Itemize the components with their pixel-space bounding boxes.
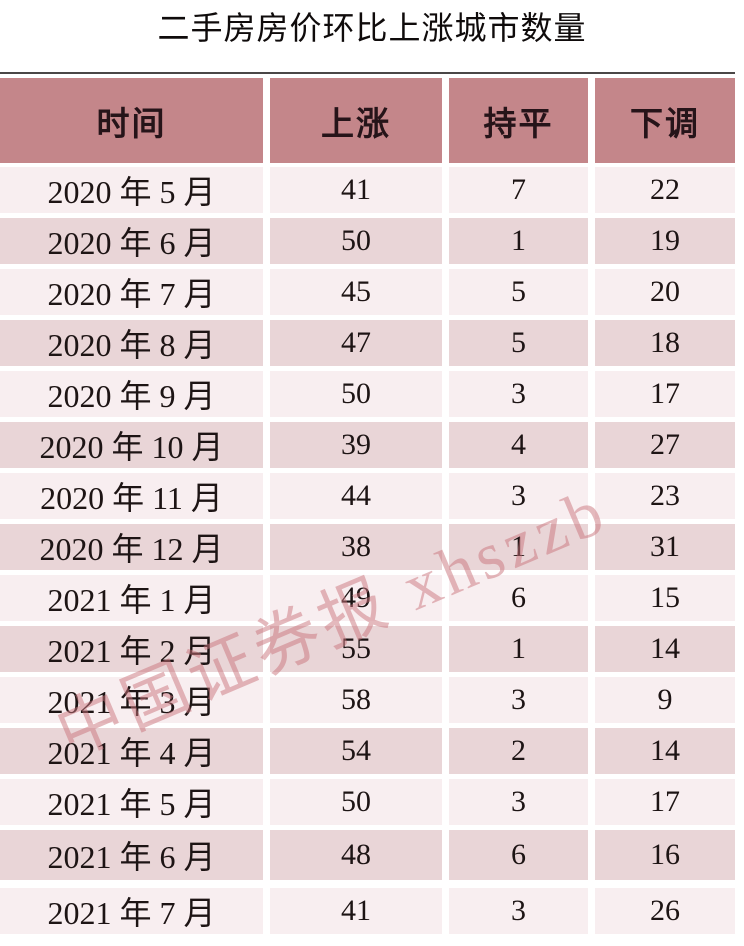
cell-time: 2020 年 7 月 <box>0 269 263 315</box>
table-row: 2020 年 6 月 50 1 19 <box>0 218 735 264</box>
cell-down: 14 <box>595 728 735 774</box>
column-header-flat: 持平 <box>449 78 588 163</box>
cell-up: 54 <box>270 728 442 774</box>
cell-time: 2020 年 6 月 <box>0 218 263 264</box>
cell-down: 27 <box>595 422 735 468</box>
price-change-table: 时间 上涨 持平 下调 2020 年 5 月 41 7 22 2020 年 6 月 50 1… <box>0 78 735 934</box>
page-title: 二手房房价环比上涨城市数量 <box>157 10 587 46</box>
table-row: 2021 年 5 月 50 3 17 <box>0 779 735 825</box>
cell-flat: 5 <box>449 269 588 315</box>
cell-flat: 7 <box>449 167 588 213</box>
cell-time: 2020 年 10 月 <box>0 422 263 468</box>
table-row: 2020 年 11 月 44 3 23 <box>0 473 735 519</box>
table-row: 2020 年 10 月 39 4 27 <box>0 422 735 468</box>
cell-flat: 3 <box>449 371 588 417</box>
cell-up: 41 <box>270 167 442 213</box>
cell-up: 50 <box>270 218 442 264</box>
cell-down: 19 <box>595 218 735 264</box>
cell-up: 48 <box>270 830 442 880</box>
cell-down: 23 <box>595 473 735 519</box>
table-body: 2020 年 5 月 41 7 22 2020 年 6 月 50 1 19 2020 年 7 月… <box>0 167 735 934</box>
cell-time: 2021 年 1 月 <box>0 575 263 621</box>
cell-up: 50 <box>270 779 442 825</box>
cell-flat: 1 <box>449 524 588 570</box>
cell-down: 9 <box>595 677 735 723</box>
cell-time: 2020 年 9 月 <box>0 371 263 417</box>
cell-down: 20 <box>595 269 735 315</box>
table-row: 2021 年 6 月 48 6 16 <box>0 830 735 880</box>
table-header-row: 时间 上涨 持平 下调 <box>0 78 735 163</box>
table-row: 2021 年 2 月 55 1 14 <box>0 626 735 672</box>
cell-flat: 3 <box>449 888 588 934</box>
cell-time: 2020 年 11 月 <box>0 473 263 519</box>
cell-down: 16 <box>595 830 735 880</box>
table-row: 2021 年 7 月 41 3 26 <box>0 888 735 934</box>
header-top-rule <box>0 72 735 74</box>
cell-up: 41 <box>270 888 442 934</box>
cell-down: 17 <box>595 371 735 417</box>
cell-time: 2021 年 5 月 <box>0 779 263 825</box>
cell-up: 47 <box>270 320 442 366</box>
cell-down: 22 <box>595 167 735 213</box>
cell-up: 44 <box>270 473 442 519</box>
cell-time: 2021 年 2 月 <box>0 626 263 672</box>
cell-down: 18 <box>595 320 735 366</box>
cell-up: 39 <box>270 422 442 468</box>
cell-time: 2021 年 6 月 <box>0 830 263 880</box>
cell-flat: 1 <box>449 218 588 264</box>
cell-down: 31 <box>595 524 735 570</box>
table-row: 2020 年 7 月 45 5 20 <box>0 269 735 315</box>
cell-flat: 6 <box>449 830 588 880</box>
cell-time: 2020 年 5 月 <box>0 167 263 213</box>
cell-down: 15 <box>595 575 735 621</box>
cell-flat: 3 <box>449 473 588 519</box>
table-row: 2020 年 8 月 47 5 18 <box>0 320 735 366</box>
table-row: 2021 年 3 月 58 3 9 <box>0 677 735 723</box>
cell-down: 14 <box>595 626 735 672</box>
cell-flat: 5 <box>449 320 588 366</box>
cell-up: 49 <box>270 575 442 621</box>
cell-up: 58 <box>270 677 442 723</box>
cell-time: 2020 年 12 月 <box>0 524 263 570</box>
table-row: 2021 年 1 月 49 6 15 <box>0 575 735 621</box>
cell-flat: 4 <box>449 422 588 468</box>
cell-flat: 6 <box>449 575 588 621</box>
column-header-time: 时间 <box>0 78 263 163</box>
cell-down: 17 <box>595 779 735 825</box>
cell-time: 2021 年 3 月 <box>0 677 263 723</box>
cell-flat: 3 <box>449 677 588 723</box>
cell-up: 38 <box>270 524 442 570</box>
table-row: 2021 年 4 月 54 2 14 <box>0 728 735 774</box>
table-row: 2020 年 5 月 41 7 22 <box>0 167 735 213</box>
column-header-down: 下调 <box>595 78 735 163</box>
column-header-up: 上涨 <box>270 78 442 163</box>
cell-time: 2021 年 4 月 <box>0 728 263 774</box>
cell-flat: 1 <box>449 626 588 672</box>
cell-time: 2020 年 8 月 <box>0 320 263 366</box>
cell-up: 55 <box>270 626 442 672</box>
table-row: 2020 年 12 月 38 1 31 <box>0 524 735 570</box>
cell-down: 26 <box>595 888 735 934</box>
cell-up: 45 <box>270 269 442 315</box>
cell-up: 50 <box>270 371 442 417</box>
table-row: 2020 年 9 月 50 3 17 <box>0 371 735 417</box>
cell-flat: 2 <box>449 728 588 774</box>
cell-flat: 3 <box>449 779 588 825</box>
cell-time: 2021 年 7 月 <box>0 888 263 934</box>
